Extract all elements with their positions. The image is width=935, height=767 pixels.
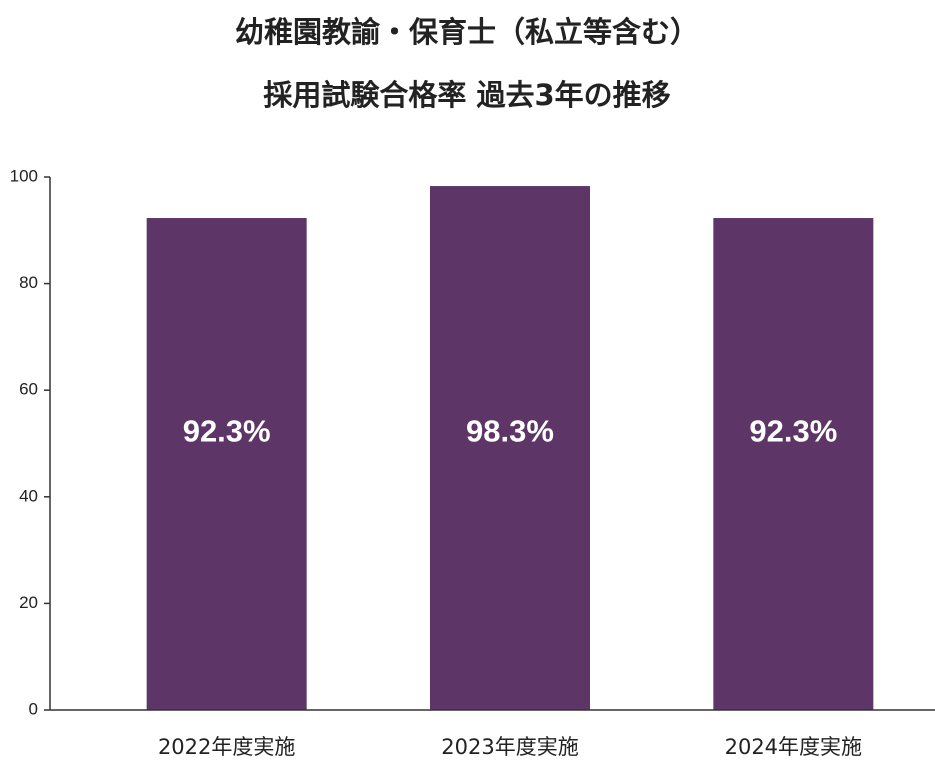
bar	[146, 218, 307, 710]
chart-subtitle: 採用試験合格率 過去3年の推移	[263, 78, 670, 112]
value-label: 98.3%	[466, 414, 554, 449]
y-tick-label: 40	[19, 486, 38, 505]
chart-title: 幼稚園教諭・保育士（私立等含む）	[235, 15, 699, 49]
value-label: 92.3%	[749, 414, 837, 449]
value-label: 92.3%	[183, 414, 271, 449]
x-tick-label: 2024年度実施	[725, 735, 862, 759]
y-tick-label: 20	[19, 593, 38, 612]
y-tick-label: 100	[10, 166, 38, 185]
bar	[713, 218, 874, 710]
bar	[430, 186, 590, 710]
x-tick-label: 2022年度実施	[158, 735, 295, 759]
y-tick-label: 0	[29, 699, 38, 718]
y-tick-label: 80	[19, 273, 38, 292]
y-tick-label: 60	[19, 380, 38, 399]
x-tick-label: 2023年度実施	[441, 735, 578, 759]
